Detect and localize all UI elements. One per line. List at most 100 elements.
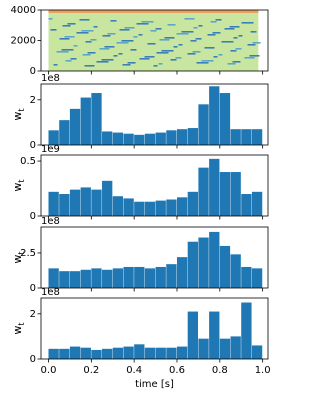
- axes-frame: [40, 154, 269, 217]
- spectrogram-streak: [139, 58, 150, 60]
- bar: [241, 194, 252, 216]
- spectrogram-streak: [187, 53, 196, 55]
- bar: [69, 346, 81, 359]
- bar: [176, 346, 188, 359]
- spectrogram-streak: [64, 36, 75, 38]
- spectrogram-streak: [232, 61, 241, 63]
- bar: [80, 97, 91, 145]
- bar: [112, 132, 124, 145]
- bar: [59, 120, 70, 145]
- spectrogram-streak: [252, 42, 261, 44]
- bar: [48, 348, 59, 359]
- bar: [69, 271, 81, 288]
- spectrogram-streak: [84, 65, 95, 67]
- spectrogram-streak: [110, 20, 117, 22]
- spectrogram-streak: [87, 52, 96, 54]
- spectrogram-streak: [50, 29, 57, 31]
- spectrogram-streak: [153, 65, 158, 67]
- bar: [209, 86, 220, 145]
- spectrogram-streak: [244, 57, 255, 59]
- bar: [102, 180, 113, 216]
- y-label-base: w: [11, 326, 24, 335]
- bar: [102, 348, 113, 359]
- bar: [251, 129, 263, 145]
- bar: [219, 93, 231, 145]
- bar: [176, 197, 188, 216]
- spectrogram-streak: [122, 64, 131, 66]
- spectrogram-streak: [61, 49, 74, 51]
- bar: [166, 130, 177, 145]
- bar: [112, 196, 124, 216]
- spectrogram-streak: [93, 26, 98, 28]
- spectrogram-streak: [195, 38, 202, 40]
- spectrogram-streak: [227, 63, 236, 65]
- spectrogram-streak: [121, 40, 134, 42]
- x-tick-label: 0.4: [126, 365, 142, 376]
- y-tick-label: 4000: [11, 5, 36, 16]
- bar: [134, 344, 145, 359]
- y-axis-label: wt: [11, 108, 26, 120]
- x-tick-label: 0.0: [41, 365, 57, 376]
- bar: [123, 346, 134, 359]
- spectrogram-streak: [249, 55, 260, 57]
- spectrogram-streak: [67, 23, 76, 25]
- bar: [91, 268, 102, 288]
- spectrogram-streak: [73, 45, 78, 47]
- y-tick-label: 0: [30, 283, 36, 294]
- spectrogram-streak: [150, 30, 157, 32]
- spectrogram-streak: [230, 50, 237, 52]
- y-tick-label: 2: [30, 309, 36, 320]
- bar: [166, 347, 177, 359]
- bar: [123, 266, 134, 288]
- y-tick-label: 0: [30, 140, 36, 151]
- bar: [187, 241, 199, 288]
- x-tick-label: 0.6: [169, 365, 185, 376]
- bar: [69, 108, 81, 145]
- bar: [166, 264, 177, 288]
- bar: [198, 167, 209, 216]
- spectrogram-streak: [176, 33, 189, 35]
- bar: [155, 266, 166, 288]
- bar: [219, 245, 231, 288]
- spectrogram-streak: [224, 28, 235, 30]
- spectrogram-streak: [136, 23, 149, 25]
- spectrogram-streak: [184, 18, 195, 20]
- bar: [241, 266, 252, 288]
- y-tick-label: 2: [30, 95, 36, 106]
- spectrogram-streak: [250, 31, 257, 33]
- axes-frame: [40, 226, 269, 289]
- spectrogram-streak: [133, 36, 138, 38]
- spectrogram-top-band: [48, 10, 259, 13]
- offset-text: 1e8: [41, 216, 60, 227]
- bar: [155, 347, 166, 359]
- bar: [144, 347, 156, 359]
- spectrogram-streak: [161, 50, 174, 52]
- bar: [241, 129, 252, 145]
- spectrogram-streak: [119, 29, 130, 31]
- spectrogram-streak: [175, 57, 182, 59]
- spectrogram-streak: [118, 53, 123, 55]
- bar: [80, 269, 91, 288]
- spectrogram-streak: [96, 61, 109, 63]
- y-label-subscript: t: [17, 108, 26, 111]
- spectrogram-streak: [82, 54, 91, 56]
- spectrogram-streak: [99, 48, 110, 50]
- bar: [219, 338, 231, 359]
- y-tick-label: 2000: [11, 36, 36, 47]
- y-label-subscript: t: [17, 179, 26, 182]
- spectrogram-streak: [76, 32, 89, 34]
- bar: [187, 128, 199, 145]
- spectrogram-streak: [158, 63, 163, 65]
- spectrogram-streak: [159, 39, 170, 41]
- x-axis-label: time [s]: [135, 379, 174, 390]
- y-label-subscript: t: [17, 322, 26, 325]
- spectrogram-streak: [221, 41, 234, 43]
- spectrogram-streak: [124, 27, 135, 29]
- x-tick-label: 0.2: [83, 365, 99, 376]
- spectrogram-streak: [48, 18, 53, 20]
- bar: [69, 189, 81, 216]
- spectrogram-streak: [247, 44, 256, 46]
- bar: [155, 200, 166, 216]
- bar: [134, 134, 145, 145]
